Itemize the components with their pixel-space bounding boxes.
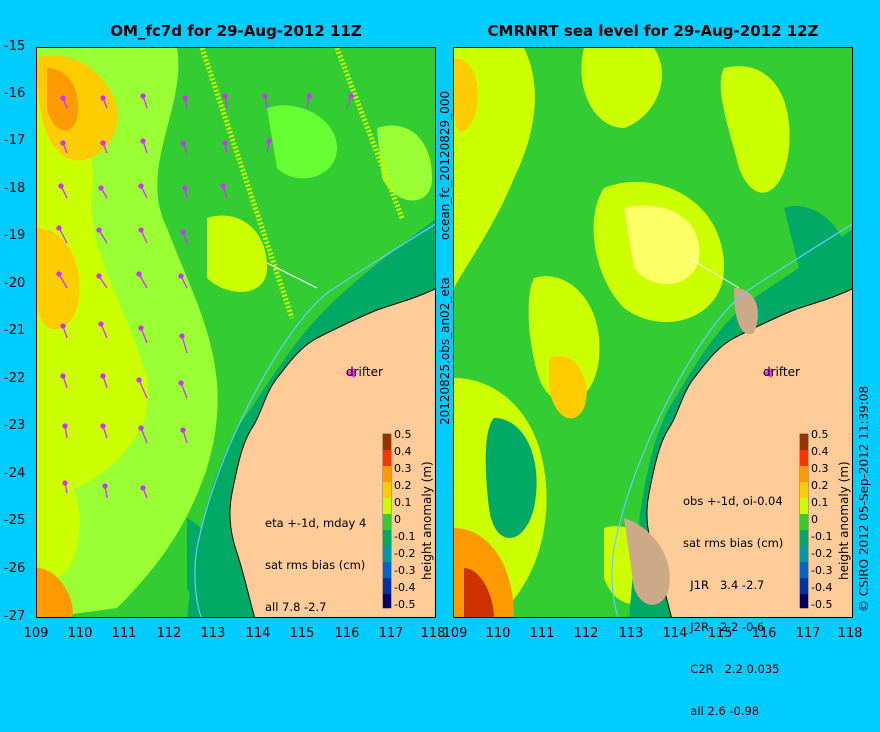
x-tick: 112 bbox=[573, 626, 599, 641]
y-tick: -27 bbox=[4, 609, 26, 624]
y-tick: -26 bbox=[4, 561, 26, 576]
colorbar-tick: 0.3 bbox=[394, 462, 412, 475]
colorbar-tick: -0.3 bbox=[394, 564, 416, 577]
x-tick: 115 bbox=[707, 626, 733, 641]
y-tick: -23 bbox=[4, 418, 26, 433]
x-tick: 110 bbox=[67, 626, 93, 641]
y-tick: -25 bbox=[4, 513, 26, 528]
y-tick: -20 bbox=[4, 276, 26, 291]
x-tick: 116 bbox=[334, 626, 360, 641]
y-tick: -18 bbox=[4, 181, 26, 196]
x-tick: 113 bbox=[200, 626, 226, 641]
colorbar-tick: 0.3 bbox=[811, 462, 829, 475]
right-map-panel bbox=[453, 47, 853, 618]
right-annotation-line: J1R 3.4 -2.7 bbox=[683, 578, 765, 592]
right-annotation-line: all 2.6 -0.98 bbox=[683, 704, 760, 718]
colorbar-tick: -0.2 bbox=[394, 547, 416, 560]
side-text-top: ocean_fc_20120829_000 bbox=[438, 90, 452, 240]
colorbar-tick: 0.1 bbox=[811, 496, 829, 509]
colorbar-tick: -0.5 bbox=[811, 598, 833, 611]
colorbar-tick: -0.3 bbox=[811, 564, 833, 577]
colorbar-tick: -0.2 bbox=[811, 547, 833, 560]
x-tick: 110 bbox=[485, 626, 511, 641]
colorbar-tick: 0.4 bbox=[394, 445, 412, 458]
left-annotation-line: all 7.8 -2.7 bbox=[265, 600, 327, 614]
colorbar-tick: 0.1 bbox=[394, 496, 412, 509]
x-tick: 118 bbox=[837, 626, 863, 641]
colorbar-tick: 0 bbox=[394, 513, 401, 526]
y-tick: -22 bbox=[4, 371, 26, 386]
x-tick: 111 bbox=[111, 626, 137, 641]
x-tick: 114 bbox=[245, 626, 271, 641]
colorbar-tick: -0.1 bbox=[394, 530, 416, 543]
right-annotation: obs +-1d, oi-0.04 sat rms bias (cm) J1R … bbox=[683, 466, 783, 732]
x-tick: 115 bbox=[289, 626, 315, 641]
colorbar-tick: -0.1 bbox=[811, 530, 833, 543]
right-map bbox=[454, 48, 852, 617]
y-tick: -24 bbox=[4, 466, 26, 481]
right-annotation-line: C2R 2.2 0.035 bbox=[683, 662, 780, 676]
left-drifter-label: drifter bbox=[346, 365, 383, 379]
left-map-panel bbox=[36, 47, 436, 618]
side-text-bottom: 20120825.obs_an02_eta bbox=[438, 277, 452, 425]
left-panel-title: OM_fc7d for 29-Aug-2012 11Z bbox=[110, 22, 362, 40]
x-tick: 113 bbox=[618, 626, 644, 641]
right-colorbar bbox=[799, 433, 809, 609]
colorbar-tick: 0 bbox=[811, 513, 818, 526]
right-annotation-line: obs +-1d, oi-0.04 bbox=[683, 494, 783, 508]
colorbar-tick: -0.4 bbox=[394, 581, 416, 594]
x-tick: 109 bbox=[23, 626, 49, 641]
x-tick: 109 bbox=[442, 626, 468, 641]
colorbar-tick: -0.4 bbox=[811, 581, 833, 594]
y-tick: -16 bbox=[4, 86, 26, 101]
x-tick: 117 bbox=[378, 626, 404, 641]
right-annotation-line: sat rms bias (cm) bbox=[683, 536, 784, 550]
left-annotation: eta +-1d, mday 4 sat rms bias (cm) all 7… bbox=[265, 488, 366, 628]
left-annotation-line: eta +-1d, mday 4 bbox=[265, 516, 367, 530]
x-tick: 114 bbox=[662, 626, 688, 641]
left-map bbox=[37, 48, 435, 617]
right-colorbar-label: height anomaly (m) bbox=[837, 461, 851, 580]
colorbar-tick: 0.5 bbox=[394, 428, 412, 441]
copyright-text: © CSIRO 2012 05-Sep-2012 11:39:08 bbox=[857, 385, 871, 612]
x-tick: 112 bbox=[156, 626, 182, 641]
left-annotation-line: sat rms bias (cm) bbox=[265, 558, 366, 572]
right-drifter-label: drifter bbox=[763, 365, 800, 379]
y-tick: -21 bbox=[4, 323, 26, 338]
colorbar-tick: 0.2 bbox=[811, 479, 829, 492]
right-annotation-line: J2R 2.2 -0.6 bbox=[683, 620, 765, 634]
y-tick: -15 bbox=[4, 39, 26, 54]
colorbar-tick: 0.2 bbox=[394, 479, 412, 492]
x-tick: 117 bbox=[795, 626, 821, 641]
right-panel-title: CMRNRT sea level for 29-Aug-2012 12Z bbox=[487, 22, 819, 40]
y-tick: -19 bbox=[4, 228, 26, 243]
left-colorbar bbox=[382, 433, 392, 609]
velocity-arrows bbox=[56, 93, 354, 499]
x-tick: 118 bbox=[420, 626, 446, 641]
x-tick: 116 bbox=[751, 626, 777, 641]
y-tick: -17 bbox=[4, 133, 26, 148]
left-colorbar-label: height anomaly (m) bbox=[420, 461, 434, 580]
colorbar-tick: -0.5 bbox=[394, 598, 416, 611]
x-tick: 111 bbox=[529, 626, 555, 641]
colorbar-tick: 0.5 bbox=[811, 428, 829, 441]
colorbar-tick: 0.4 bbox=[811, 445, 829, 458]
